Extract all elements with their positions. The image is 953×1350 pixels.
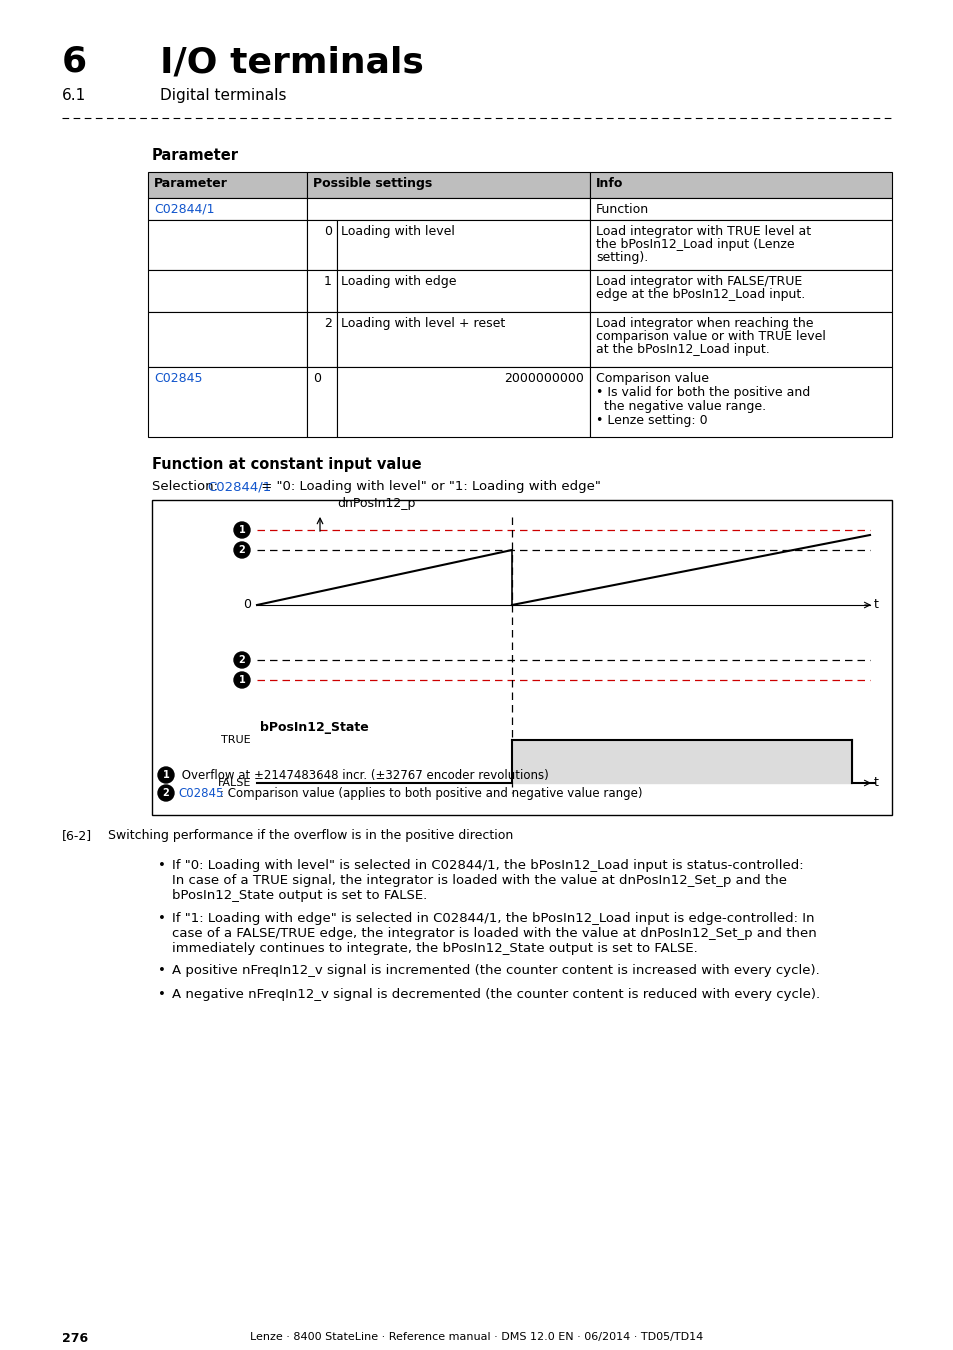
- Text: Function at constant input value: Function at constant input value: [152, 458, 421, 472]
- Circle shape: [233, 652, 250, 668]
- Bar: [307, 171, 589, 198]
- Text: 1: 1: [324, 275, 332, 288]
- Text: Comparison value: Comparison value: [596, 373, 708, 385]
- Text: 2: 2: [324, 317, 332, 329]
- Text: •: •: [158, 964, 166, 977]
- Circle shape: [233, 672, 250, 688]
- Text: C02845: C02845: [153, 373, 202, 385]
- Text: Selection:: Selection:: [152, 481, 222, 493]
- Text: •: •: [158, 911, 166, 925]
- Text: Info: Info: [596, 177, 622, 190]
- Text: A positive nFreqIn12_v signal is incremented (the counter content is increased w: A positive nFreqIn12_v signal is increme…: [172, 964, 819, 977]
- Text: 276: 276: [62, 1332, 88, 1345]
- Text: 1: 1: [162, 769, 170, 780]
- Text: If "0: Loading with level" is selected in C02844/1, the bPosIn12_Load input is s: If "0: Loading with level" is selected i…: [172, 859, 802, 902]
- Text: 1: 1: [238, 675, 245, 684]
- Bar: [589, 367, 891, 437]
- Text: •: •: [158, 859, 166, 872]
- Text: at the bPosIn12_Load input.: at the bPosIn12_Load input.: [596, 343, 769, 356]
- Text: 0: 0: [313, 373, 320, 385]
- Bar: [307, 220, 336, 270]
- Text: 0: 0: [243, 598, 251, 612]
- Text: 2000000000: 2000000000: [503, 373, 583, 385]
- Text: comparison value or with TRUE level: comparison value or with TRUE level: [596, 329, 825, 343]
- Text: Load integrator with TRUE level at: Load integrator with TRUE level at: [596, 225, 810, 238]
- Bar: [589, 220, 891, 270]
- Text: •: •: [158, 988, 166, 1002]
- Text: FALSE: FALSE: [217, 778, 251, 788]
- Text: dnPosIn12_p: dnPosIn12_p: [336, 497, 415, 510]
- Circle shape: [233, 541, 250, 558]
- Text: Loading with level: Loading with level: [340, 225, 455, 238]
- Text: 2: 2: [238, 545, 245, 555]
- Bar: [307, 312, 336, 367]
- Text: 1: 1: [238, 525, 245, 535]
- Text: the negative value range.: the negative value range.: [596, 400, 765, 413]
- Bar: [148, 220, 307, 270]
- Text: bPosIn12_State: bPosIn12_State: [260, 721, 369, 734]
- Text: t: t: [873, 776, 878, 790]
- Text: t: t: [873, 598, 878, 612]
- Polygon shape: [512, 740, 851, 783]
- Text: If "1: Loading with edge" is selected in C02844/1, the bPosIn12_Load input is ed: If "1: Loading with edge" is selected in…: [172, 911, 816, 954]
- Text: • Is valid for both the positive and: • Is valid for both the positive and: [596, 386, 809, 400]
- Bar: [336, 270, 589, 312]
- Circle shape: [233, 522, 250, 539]
- Text: Digital terminals: Digital terminals: [160, 88, 286, 103]
- Text: C02845: C02845: [178, 787, 223, 801]
- Bar: [152, 500, 891, 815]
- Bar: [148, 312, 307, 367]
- Text: Possible settings: Possible settings: [313, 177, 432, 190]
- Bar: [336, 312, 589, 367]
- Bar: [148, 270, 307, 312]
- Bar: [307, 270, 336, 312]
- Text: setting).: setting).: [596, 251, 648, 265]
- Text: Parameter: Parameter: [153, 177, 228, 190]
- Bar: [589, 198, 891, 220]
- Text: Loading with level + reset: Loading with level + reset: [340, 317, 505, 329]
- Bar: [148, 198, 307, 220]
- Text: Overflow at ±2147483648 incr. (±32767 encoder revolutions): Overflow at ±2147483648 incr. (±32767 en…: [178, 769, 548, 782]
- Text: 0: 0: [324, 225, 332, 238]
- Text: edge at the bPosIn12_Load input.: edge at the bPosIn12_Load input.: [596, 288, 804, 301]
- Text: [6-2]: [6-2]: [62, 829, 92, 842]
- Text: 6: 6: [62, 45, 87, 80]
- Text: Parameter: Parameter: [152, 148, 239, 163]
- Bar: [336, 367, 589, 437]
- Text: TRUE: TRUE: [221, 734, 251, 745]
- Text: the bPosIn12_Load input (Lenze: the bPosIn12_Load input (Lenze: [596, 238, 794, 251]
- Text: A negative nFreqIn12_v signal is decremented (the counter content is reduced wit: A negative nFreqIn12_v signal is decreme…: [172, 988, 820, 1002]
- Text: C02844/1: C02844/1: [207, 481, 271, 493]
- Text: I/O terminals: I/O terminals: [160, 45, 423, 80]
- Text: = "0: Loading with level" or "1: Loading with edge": = "0: Loading with level" or "1: Loading…: [256, 481, 600, 493]
- Text: : Comparison value (applies to both positive and negative value range): : Comparison value (applies to both posi…: [220, 787, 641, 801]
- Text: Load integrator when reaching the: Load integrator when reaching the: [596, 317, 813, 329]
- Bar: [589, 171, 891, 198]
- Circle shape: [158, 767, 173, 783]
- Text: 6.1: 6.1: [62, 88, 86, 103]
- Bar: [148, 367, 307, 437]
- Bar: [148, 171, 307, 198]
- Circle shape: [158, 784, 173, 801]
- Bar: [589, 270, 891, 312]
- Text: Loading with edge: Loading with edge: [340, 275, 456, 288]
- Text: • Lenze setting: 0: • Lenze setting: 0: [596, 414, 707, 427]
- Text: C02844/1: C02844/1: [153, 202, 214, 216]
- Text: Load integrator with FALSE/TRUE: Load integrator with FALSE/TRUE: [596, 275, 801, 288]
- Bar: [336, 220, 589, 270]
- Bar: [307, 198, 589, 220]
- Text: Lenze · 8400 StateLine · Reference manual · DMS 12.0 EN · 06/2014 · TD05/TD14: Lenze · 8400 StateLine · Reference manua…: [250, 1332, 703, 1342]
- Text: 2: 2: [238, 655, 245, 666]
- Text: 2: 2: [162, 788, 170, 798]
- Text: Switching performance if the overflow is in the positive direction: Switching performance if the overflow is…: [108, 829, 513, 842]
- Bar: [307, 367, 336, 437]
- Bar: [589, 312, 891, 367]
- Text: Function: Function: [596, 202, 648, 216]
